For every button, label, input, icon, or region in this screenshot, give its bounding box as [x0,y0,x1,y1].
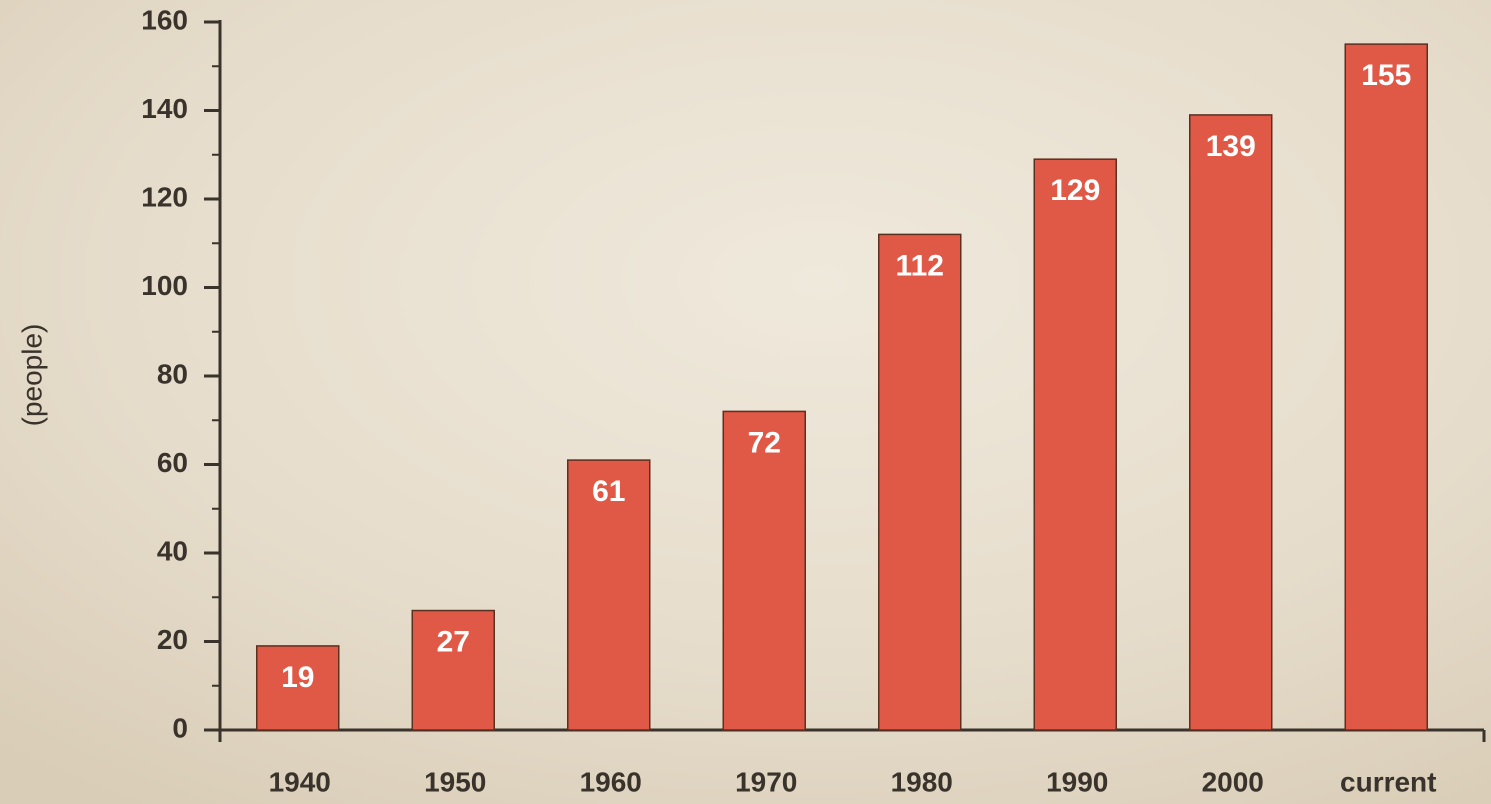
bar [1034,159,1116,730]
value-label: 72 [748,426,781,459]
value-label: 155 [1361,59,1411,92]
value-label: 112 [896,249,944,282]
y-tick-label: 60 [157,447,188,478]
x-tick-label: 1970 [735,766,797,797]
value-label: 19 [281,661,314,694]
value-label: 27 [437,625,470,658]
y-tick-label: 120 [141,181,188,212]
x-tick-label: 2000 [1202,766,1264,797]
y-tick-label: 40 [157,535,188,566]
value-label: 129 [1050,174,1100,207]
x-tick-label: 1980 [891,766,953,797]
y-tick-label: 0 [172,712,188,743]
page: {"chart_data": {"type": "bar", "y_label"… [0,0,1491,804]
value-label: 139 [1206,130,1256,163]
bar [1190,115,1272,730]
value-label: 61 [592,475,625,508]
x-tick-label: 1940 [269,766,331,797]
y-tick-label: 80 [157,358,188,389]
x-tick-label: 1960 [580,766,642,797]
bar [1345,44,1427,730]
x-tick-label: 1950 [424,766,486,797]
y-axis-label: (people) [16,324,47,427]
bar [879,234,961,730]
x-tick-label: 1990 [1046,766,1108,797]
y-tick-label: 140 [141,93,188,124]
chart: (people) 0 20 40 60 80 100 120 140 160 1940 19 1950… [0,0,1491,804]
y-tick-label: 20 [157,624,188,655]
y-tick-label: 100 [141,270,188,301]
x-tick-label: current [1340,766,1436,797]
y-tick-label: 160 [141,4,188,35]
